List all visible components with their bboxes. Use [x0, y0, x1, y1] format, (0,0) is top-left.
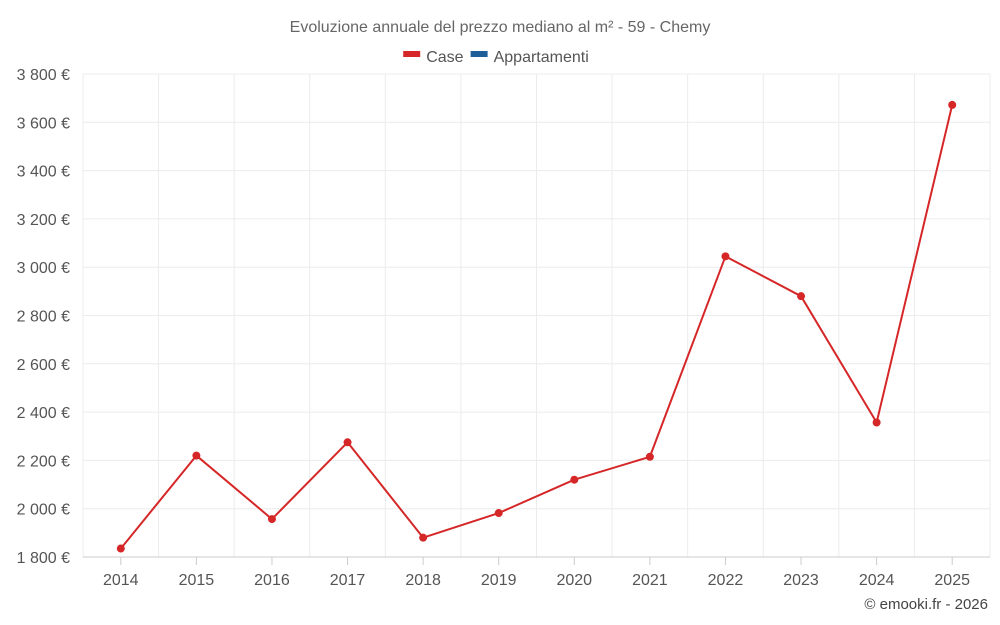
y-tick-label: 2 000 € [17, 502, 70, 519]
data-point[interactable] [267, 515, 276, 524]
x-tick-label: 2024 [859, 572, 895, 589]
y-tick-label: 3 000 € [17, 260, 70, 277]
data-point[interactable] [192, 451, 201, 460]
data-point[interactable] [570, 475, 579, 484]
x-tick-label: 2023 [783, 572, 819, 589]
series-line-case [120, 104, 954, 550]
data-point[interactable] [872, 418, 881, 427]
data-point[interactable] [419, 533, 428, 542]
y-tick-label: 3 800 € [17, 67, 70, 84]
y-tick-label: 3 200 € [17, 212, 70, 229]
data-point[interactable] [116, 544, 125, 553]
data-point[interactable] [948, 100, 957, 109]
x-tick-label: 2025 [934, 572, 970, 589]
x-tick-label: 2019 [481, 572, 517, 589]
y-tick-label: 2 600 € [17, 357, 70, 374]
data-point[interactable] [645, 452, 654, 461]
chart-title: Evoluzione annuale del prezzo mediano al… [290, 19, 711, 36]
x-tick-label: 2022 [708, 572, 744, 589]
x-tick-label: 2016 [254, 572, 290, 589]
legend-label-case[interactable]: Case [426, 49, 463, 66]
x-tick-label: 2020 [556, 572, 592, 589]
x-tick-label: 2014 [103, 572, 139, 589]
axes: 1 800 € 2 000 € 2 200 € 2 400 € 2 600 € 2 800… [17, 67, 990, 589]
series-layer [116, 100, 957, 553]
x-tick-label: 2017 [330, 572, 366, 589]
y-tick-label: 1 800 € [17, 550, 70, 567]
y-tick-label: 2 800 € [17, 309, 70, 326]
y-tick-label: 2 200 € [17, 453, 70, 470]
x-tick-label: 2021 [632, 572, 668, 589]
grid [82, 73, 991, 557]
y-tick-label: 3 400 € [17, 164, 70, 181]
legend-swatch-case[interactable] [403, 51, 421, 57]
y-tick-label: 3 600 € [17, 115, 70, 132]
data-point[interactable] [797, 292, 806, 301]
data-point[interactable] [721, 252, 730, 261]
y-tick-label: 2 400 € [17, 405, 70, 422]
data-point[interactable] [494, 509, 503, 518]
x-tick-label: 2015 [179, 572, 215, 589]
legend-label-appartamenti[interactable]: Appartamenti [494, 49, 589, 66]
legend: Case Appartamenti [403, 49, 589, 66]
credit-text: © emooki.fr - 2026 [864, 596, 988, 613]
legend-swatch-appartamenti[interactable] [470, 51, 488, 57]
data-point[interactable] [343, 438, 352, 447]
x-tick-label: 2018 [405, 572, 441, 589]
